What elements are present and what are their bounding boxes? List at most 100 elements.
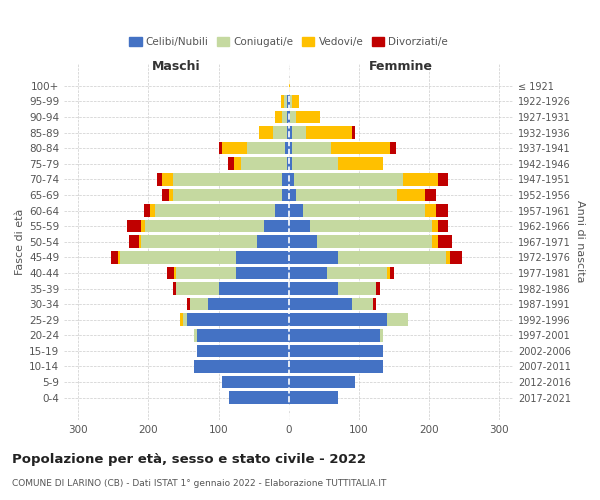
Text: COMUNE DI LARINO (CB) - Dati ISTAT 1° gennaio 2022 - Elaborazione TUTTITALIA.IT: COMUNE DI LARINO (CB) - Dati ISTAT 1° ge… xyxy=(12,479,386,488)
Bar xyxy=(173,188,281,201)
Bar xyxy=(289,110,290,123)
Bar xyxy=(129,236,139,248)
Bar xyxy=(438,220,448,232)
Bar xyxy=(155,204,275,217)
Bar xyxy=(194,329,197,342)
Bar xyxy=(387,314,408,326)
Bar xyxy=(390,266,394,279)
Bar xyxy=(352,298,373,310)
Bar xyxy=(275,110,281,123)
Bar xyxy=(197,344,289,357)
Bar xyxy=(144,204,150,217)
Bar xyxy=(187,314,289,326)
Bar xyxy=(289,220,310,232)
Bar xyxy=(289,95,290,108)
Bar xyxy=(264,220,289,232)
Bar xyxy=(403,173,438,186)
Text: Femmine: Femmine xyxy=(369,60,433,74)
Bar xyxy=(287,110,289,123)
Y-axis label: Anni di nascita: Anni di nascita xyxy=(575,200,585,283)
Bar xyxy=(290,95,292,108)
Bar xyxy=(289,329,380,342)
Bar xyxy=(281,110,287,123)
Bar xyxy=(294,173,403,186)
Bar xyxy=(289,344,383,357)
Bar xyxy=(281,95,284,108)
Bar xyxy=(290,110,296,123)
Bar xyxy=(397,188,425,201)
Bar xyxy=(289,158,292,170)
Bar xyxy=(289,298,352,310)
Bar xyxy=(289,236,317,248)
Bar xyxy=(287,158,289,170)
Bar xyxy=(292,142,331,154)
Bar xyxy=(247,142,285,154)
Bar xyxy=(127,220,142,232)
Bar xyxy=(289,126,292,139)
Bar xyxy=(436,204,448,217)
Bar xyxy=(281,188,289,201)
Bar xyxy=(229,158,234,170)
Bar xyxy=(338,158,383,170)
Bar xyxy=(425,204,436,217)
Bar xyxy=(433,236,438,248)
Bar xyxy=(306,126,352,139)
Bar xyxy=(450,251,463,264)
Bar xyxy=(317,236,433,248)
Y-axis label: Fasce di età: Fasce di età xyxy=(15,208,25,275)
Bar xyxy=(187,298,190,310)
Bar xyxy=(289,282,338,294)
Bar xyxy=(338,251,446,264)
Bar xyxy=(111,251,118,264)
Bar xyxy=(438,236,452,248)
Bar xyxy=(287,95,289,108)
Bar xyxy=(229,392,289,404)
Bar xyxy=(302,204,425,217)
Bar xyxy=(287,126,289,139)
Bar xyxy=(373,298,376,310)
Bar xyxy=(208,298,289,310)
Text: Popolazione per età, sesso e stato civile - 2022: Popolazione per età, sesso e stato civil… xyxy=(12,452,366,466)
Bar xyxy=(218,282,289,294)
Bar xyxy=(289,142,292,154)
Bar xyxy=(142,236,257,248)
Bar xyxy=(289,80,290,92)
Bar xyxy=(194,360,289,372)
Bar xyxy=(338,282,376,294)
Bar xyxy=(234,158,241,170)
Bar xyxy=(259,126,273,139)
Bar xyxy=(173,282,176,294)
Bar xyxy=(222,142,247,154)
Bar xyxy=(390,142,396,154)
Bar xyxy=(175,266,176,279)
Bar xyxy=(331,142,390,154)
Bar xyxy=(236,266,289,279)
Bar xyxy=(289,266,327,279)
Bar xyxy=(289,360,383,372)
Bar xyxy=(184,314,187,326)
Bar xyxy=(222,376,289,388)
Bar xyxy=(289,314,387,326)
Bar xyxy=(289,392,338,404)
Bar xyxy=(218,142,222,154)
Bar xyxy=(281,173,289,186)
Bar xyxy=(236,251,289,264)
Bar xyxy=(163,173,173,186)
Bar xyxy=(289,173,294,186)
Bar xyxy=(289,251,338,264)
Bar xyxy=(176,266,236,279)
Bar xyxy=(273,126,287,139)
Bar xyxy=(438,173,448,186)
Legend: Celibi/Nubili, Coniugati/e, Vedovi/e, Divorziati/e: Celibi/Nubili, Coniugati/e, Vedovi/e, Di… xyxy=(125,33,452,52)
Bar xyxy=(376,282,380,294)
Bar xyxy=(169,188,173,201)
Bar xyxy=(327,266,387,279)
Text: Maschi: Maschi xyxy=(152,60,201,74)
Bar xyxy=(446,251,450,264)
Bar xyxy=(241,158,287,170)
Bar xyxy=(284,95,287,108)
Bar xyxy=(292,95,299,108)
Bar xyxy=(296,188,397,201)
Bar xyxy=(180,314,184,326)
Bar xyxy=(150,204,155,217)
